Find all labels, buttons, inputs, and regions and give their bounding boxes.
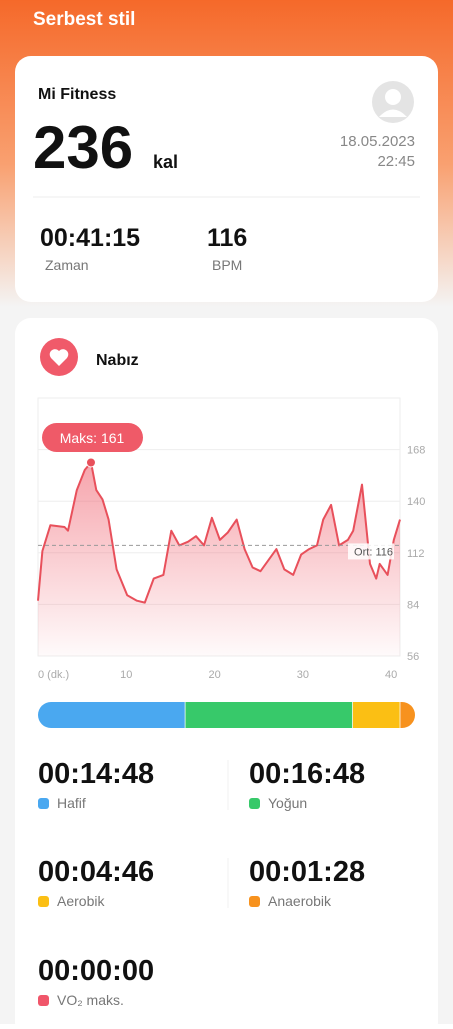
- zone-duration: 00:01:28: [249, 856, 365, 888]
- zone-name: Yoğun: [268, 795, 307, 811]
- summary-card: [15, 56, 438, 302]
- zone-duration: 00:00:00: [38, 955, 154, 987]
- y-tick-label: 56: [407, 651, 419, 663]
- zone-name: Aerobik: [57, 893, 105, 909]
- stat-label: BPM: [212, 257, 242, 273]
- x-tick-label: 0 (dk.): [38, 669, 69, 681]
- calories: 236: [33, 114, 133, 181]
- avatar-head: [385, 89, 401, 105]
- zone-name: Hafif: [57, 795, 86, 811]
- zone-segment: [185, 702, 353, 728]
- zones: 00:14:48 Hafif 00:16:48 Yoğun 00:04:46 Aerobi…: [38, 702, 415, 1008]
- zone-name: VO₂ maks.: [57, 992, 124, 1008]
- zone-segment: [38, 702, 186, 728]
- max-pill: [42, 423, 143, 452]
- y-tick-label: 168: [407, 445, 425, 457]
- avatar-body: [379, 109, 407, 117]
- stat-value: 00:41:15: [40, 224, 140, 252]
- max-value: 161: [101, 430, 125, 446]
- zone-dot: [38, 798, 49, 809]
- max-label-text: Maks:: [60, 430, 97, 446]
- line: [37, 461, 401, 604]
- max-point: [85, 457, 96, 468]
- average-label-bg: [348, 543, 394, 560]
- average-label-text: Ort:: [354, 546, 372, 558]
- zone-name: Anaerobik: [268, 893, 332, 909]
- zone-dot: [249, 798, 260, 809]
- y-tick-label: 112: [407, 548, 425, 560]
- date: 18.05.2023: [340, 133, 415, 150]
- y-tick-label: 140: [407, 496, 425, 508]
- y-tick-label: 84: [407, 599, 419, 611]
- stat-value: 116: [207, 224, 247, 252]
- heart-shape: [49, 349, 69, 366]
- x-tick-label: 30: [297, 669, 309, 681]
- zone-duration: 00:04:46: [38, 856, 154, 888]
- stat-label: Zaman: [45, 257, 89, 273]
- header-title: Serbest stil: [33, 9, 135, 30]
- x-tick-label: 40: [385, 669, 397, 681]
- heart-chart: 56 84 112 140 168 0 (dk.) 10 20 30 40 Ort: 116 Maks…: [37, 423, 425, 681]
- area: [38, 462, 400, 656]
- zone-duration: 00:14:48: [38, 758, 154, 790]
- zone-duration: 00:16:48: [249, 758, 365, 790]
- average-value: 116: [375, 546, 393, 558]
- max-label: Maks: 161: [60, 430, 125, 446]
- section-title: Nabız: [96, 352, 139, 369]
- x-tick-label: 10: [120, 669, 132, 681]
- zone-segment: [352, 702, 401, 728]
- heart-card: [15, 318, 438, 1029]
- time: 22:45: [377, 153, 415, 170]
- zone-dot: [249, 896, 260, 907]
- calories-unit: kal: [153, 152, 178, 172]
- zone-dot: [38, 896, 49, 907]
- zone-bar: [38, 702, 415, 728]
- x-tick-label: 20: [208, 669, 220, 681]
- app-name: Mi Fitness: [38, 86, 116, 103]
- average-label: Ort: 116: [354, 546, 393, 558]
- zone-dot: [38, 995, 49, 1006]
- zone-segment: [400, 702, 415, 728]
